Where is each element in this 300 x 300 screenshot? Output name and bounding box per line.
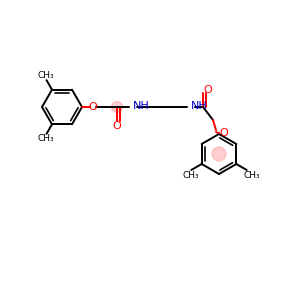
Text: NH: NH bbox=[133, 101, 150, 111]
Text: O: O bbox=[88, 102, 98, 112]
Circle shape bbox=[212, 147, 226, 161]
Text: CH₃: CH₃ bbox=[183, 170, 200, 179]
Text: O: O bbox=[219, 128, 228, 138]
Circle shape bbox=[112, 101, 122, 112]
Text: O: O bbox=[204, 85, 212, 95]
Text: CH₃: CH₃ bbox=[37, 71, 54, 80]
Text: CH₃: CH₃ bbox=[37, 134, 54, 143]
Text: NH: NH bbox=[191, 101, 208, 111]
Text: CH₃: CH₃ bbox=[243, 170, 260, 179]
Text: O: O bbox=[112, 121, 122, 131]
